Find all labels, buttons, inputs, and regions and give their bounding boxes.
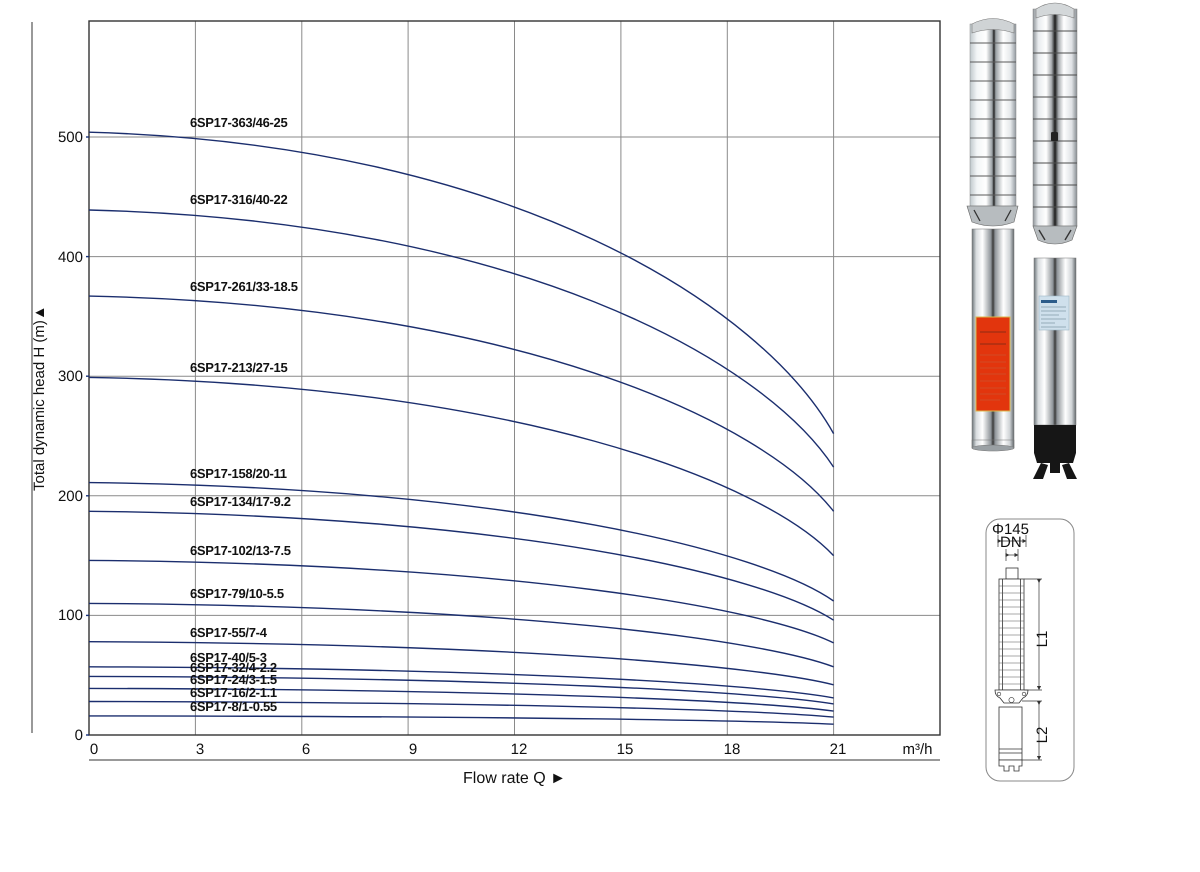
svg-text:L2: L2 xyxy=(1034,727,1051,744)
svg-text:L1: L1 xyxy=(1034,631,1051,648)
svg-text:DN: DN xyxy=(1000,534,1022,551)
